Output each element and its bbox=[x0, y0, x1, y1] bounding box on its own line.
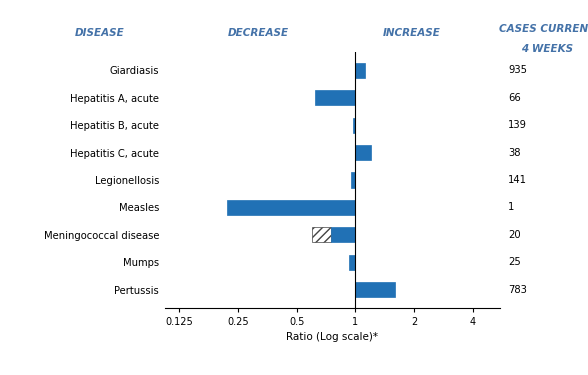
Text: 25: 25 bbox=[508, 257, 521, 267]
Text: 4 WEEKS: 4 WEEKS bbox=[521, 44, 573, 54]
Bar bbox=[356, 145, 371, 160]
Text: 141: 141 bbox=[508, 175, 527, 185]
Text: DISEASE: DISEASE bbox=[75, 27, 125, 38]
Bar bbox=[356, 63, 365, 78]
Bar bbox=[351, 172, 356, 188]
Text: 783: 783 bbox=[508, 285, 527, 295]
Bar bbox=[312, 227, 331, 242]
Bar bbox=[349, 255, 356, 270]
Text: 38: 38 bbox=[508, 148, 520, 158]
Text: 20: 20 bbox=[508, 230, 521, 240]
Bar bbox=[315, 90, 356, 105]
Bar bbox=[356, 282, 395, 297]
Bar bbox=[331, 227, 356, 242]
Text: 66: 66 bbox=[508, 93, 521, 103]
Text: 935: 935 bbox=[508, 65, 527, 75]
Text: DECREASE: DECREASE bbox=[228, 27, 289, 38]
Bar bbox=[228, 200, 356, 215]
Text: INCREASE: INCREASE bbox=[383, 27, 440, 38]
Text: 1: 1 bbox=[508, 202, 514, 212]
X-axis label: Ratio (Log scale)*: Ratio (Log scale)* bbox=[286, 332, 378, 342]
Bar bbox=[353, 118, 356, 133]
Text: 139: 139 bbox=[508, 120, 527, 130]
Text: CASES CURRENT: CASES CURRENT bbox=[499, 24, 588, 34]
